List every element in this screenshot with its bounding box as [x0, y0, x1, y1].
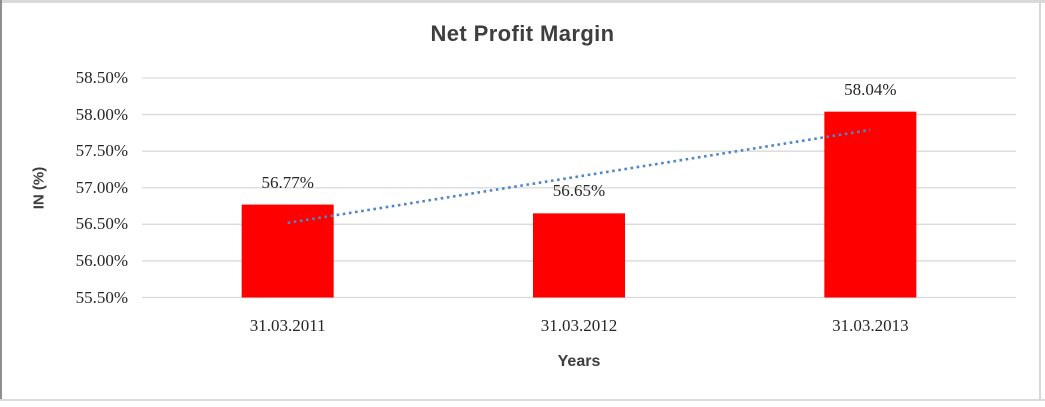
- y-tick-label: 56.50%: [75, 214, 128, 234]
- bar-data-label: 56.77%: [261, 172, 314, 192]
- x-axis-title: Years: [557, 353, 601, 370]
- x-tick-label: 31.03.2011: [249, 316, 326, 335]
- y-tick-label: 57.00%: [75, 177, 128, 197]
- bottom-border: [0, 399, 1045, 401]
- bar: [824, 111, 917, 298]
- x-tick-label: 31.03.2013: [832, 316, 909, 335]
- y-tick-label: 58.00%: [75, 104, 128, 124]
- left-border: [0, 0, 2, 401]
- bar-data-label: 56.65%: [552, 181, 606, 201]
- bar: [533, 213, 625, 298]
- right-border: [1039, 3, 1041, 401]
- x-tick-label: 31.03.2012: [540, 316, 618, 335]
- chart-title: Net Profit Margin: [430, 21, 615, 46]
- y-tick-label: 58.50%: [75, 68, 128, 87]
- top-border: [0, 0, 1045, 3]
- bar-data-label: 58.04%: [844, 79, 897, 99]
- bar: [241, 204, 334, 298]
- y-tick-label: 56.00%: [75, 250, 128, 270]
- trendline: [287, 128, 871, 225]
- y-tick-label: 55.50%: [75, 287, 128, 307]
- y-tick-label: 57.50%: [75, 141, 128, 161]
